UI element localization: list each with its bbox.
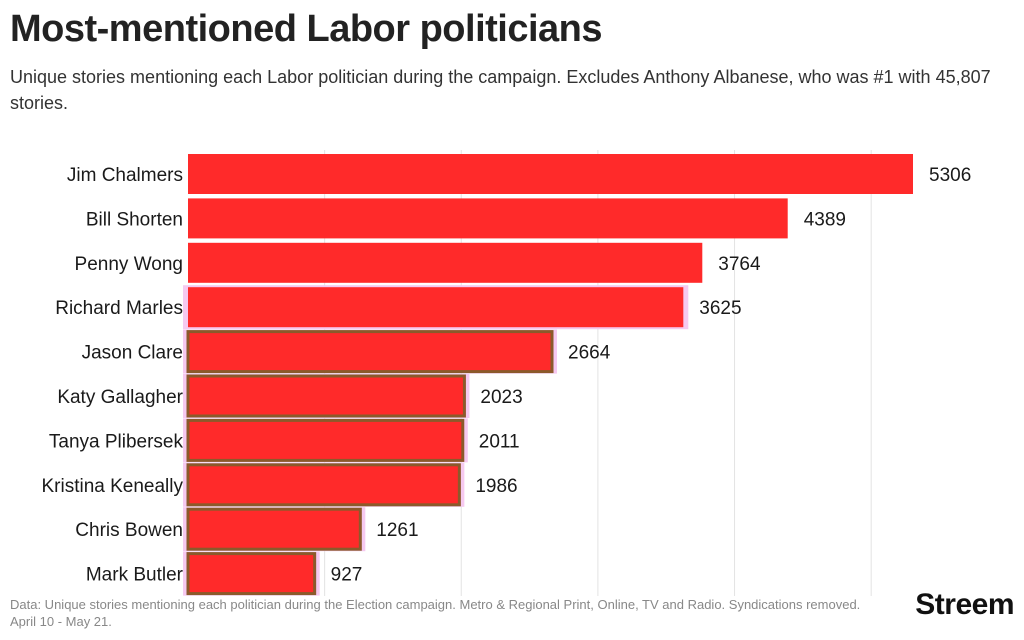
category-label: Jim Chalmers <box>67 165 183 186</box>
bar <box>186 330 554 374</box>
category-label: Richard Marles <box>55 298 183 319</box>
value-label: 2011 <box>479 431 520 452</box>
bar <box>186 374 466 418</box>
category-label: Chris Bowen <box>75 520 183 541</box>
value-label: 2664 <box>568 343 611 364</box>
value-label: 5306 <box>929 165 971 186</box>
value-label: 3764 <box>718 254 761 275</box>
chart-subtitle: Unique stories mentioning each Labor pol… <box>10 67 991 113</box>
bar <box>186 552 317 596</box>
bar-chart: Jim Chalmers 5306 Bill Shorten 4389 Penny Wo… <box>41 150 971 596</box>
bar <box>186 507 362 551</box>
bar <box>188 287 684 328</box>
bar <box>186 418 465 462</box>
value-label: 927 <box>331 565 363 586</box>
streem-logo: Streem <box>915 588 1014 621</box>
bar <box>188 198 788 239</box>
bar <box>186 463 461 507</box>
bar <box>188 154 913 194</box>
value-label: 1261 <box>376 520 418 541</box>
bar <box>188 242 703 283</box>
category-label: Katy Gallagher <box>57 387 183 408</box>
category-label: Tanya Plibersek <box>49 431 184 452</box>
bars <box>183 154 913 596</box>
value-label: 2023 <box>480 387 522 408</box>
labels: Jim Chalmers 5306 Bill Shorten 4389 Penny Wo… <box>41 165 971 586</box>
category-label: Penny Wong <box>75 254 183 275</box>
category-label: Mark Butler <box>86 565 184 586</box>
category-label: Kristina Keneally <box>41 476 183 497</box>
chart-title: Most-mentioned Labor politicians <box>10 8 603 50</box>
category-label: Bill Shorten <box>86 209 183 230</box>
value-label: 3625 <box>699 298 741 319</box>
value-label: 4389 <box>804 209 846 230</box>
value-label: 1986 <box>475 476 517 497</box>
source-note: Data: Unique stories mentioning each pol… <box>10 597 861 629</box>
category-label: Jason Clare <box>82 343 183 364</box>
